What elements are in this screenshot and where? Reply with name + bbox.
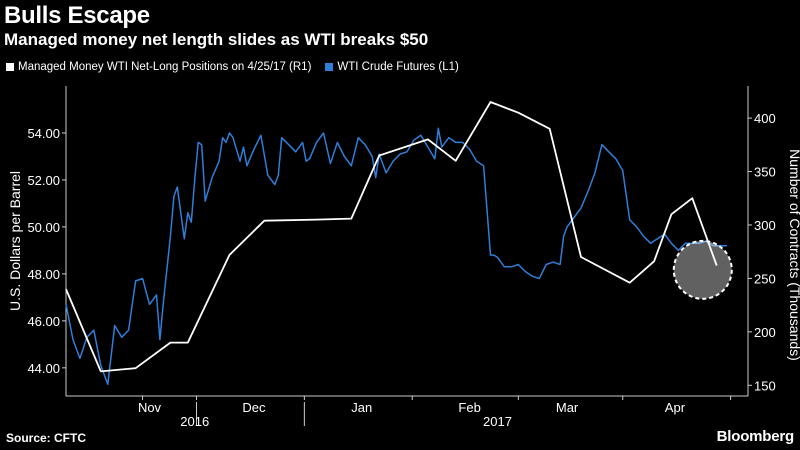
x-month-label: Feb <box>458 400 480 415</box>
right-tick-label: 200 <box>754 325 776 340</box>
right-tick-label: 150 <box>754 378 776 393</box>
x-month-label: Apr <box>665 400 686 415</box>
left-tick-label: 46.00 <box>27 314 60 329</box>
right-tick-label: 350 <box>754 165 776 180</box>
chart-subtitle: Managed money net length slides as WTI b… <box>4 30 429 49</box>
x-month-label: Jan <box>351 400 372 415</box>
bloomberg-logo: Bloomberg <box>716 428 795 445</box>
legend-swatch-wti <box>325 63 334 71</box>
x-year-label: 2017 <box>483 414 512 429</box>
legend-item-wti: WTI Crude Futures (L1) <box>325 61 459 73</box>
right-tick-label: 300 <box>754 218 776 233</box>
legend-label-wti: WTI Crude Futures (L1) <box>337 61 459 73</box>
x-month-label: Dec <box>242 400 266 415</box>
source-note: Source: CFTC <box>6 431 87 445</box>
legend-swatch-managed-money <box>6 63 14 71</box>
chart-legend: Managed Money WTI Net-Long Positions on … <box>6 61 473 73</box>
chart-title: Bulls Escape <box>4 2 150 29</box>
legend-label-managed-money: Managed Money WTI Net-Long Positions on … <box>18 61 312 73</box>
x-month-label: Nov <box>138 400 162 415</box>
x-year-label: 2016 <box>180 414 209 429</box>
left-tick-label: 48.00 <box>27 267 60 282</box>
left-tick-label: 54.00 <box>27 126 60 141</box>
managed-money-line <box>65 101 718 373</box>
right-tick-label: 400 <box>754 111 776 126</box>
left-tick-label: 52.00 <box>27 173 60 188</box>
right-tick-label: 250 <box>754 271 776 286</box>
highlight-circle <box>672 239 733 300</box>
left-axis-title: U.S. Dollars per Barrel <box>7 171 23 311</box>
left-tick-label: 50.00 <box>27 220 60 235</box>
left-tick-label: 44.00 <box>27 361 60 376</box>
x-month-label: Mar <box>556 400 579 415</box>
right-axis-title: Number of Contracts (Thousands) <box>787 149 800 361</box>
legend-item-managed-money: Managed Money WTI Net-Long Positions on … <box>6 61 311 73</box>
